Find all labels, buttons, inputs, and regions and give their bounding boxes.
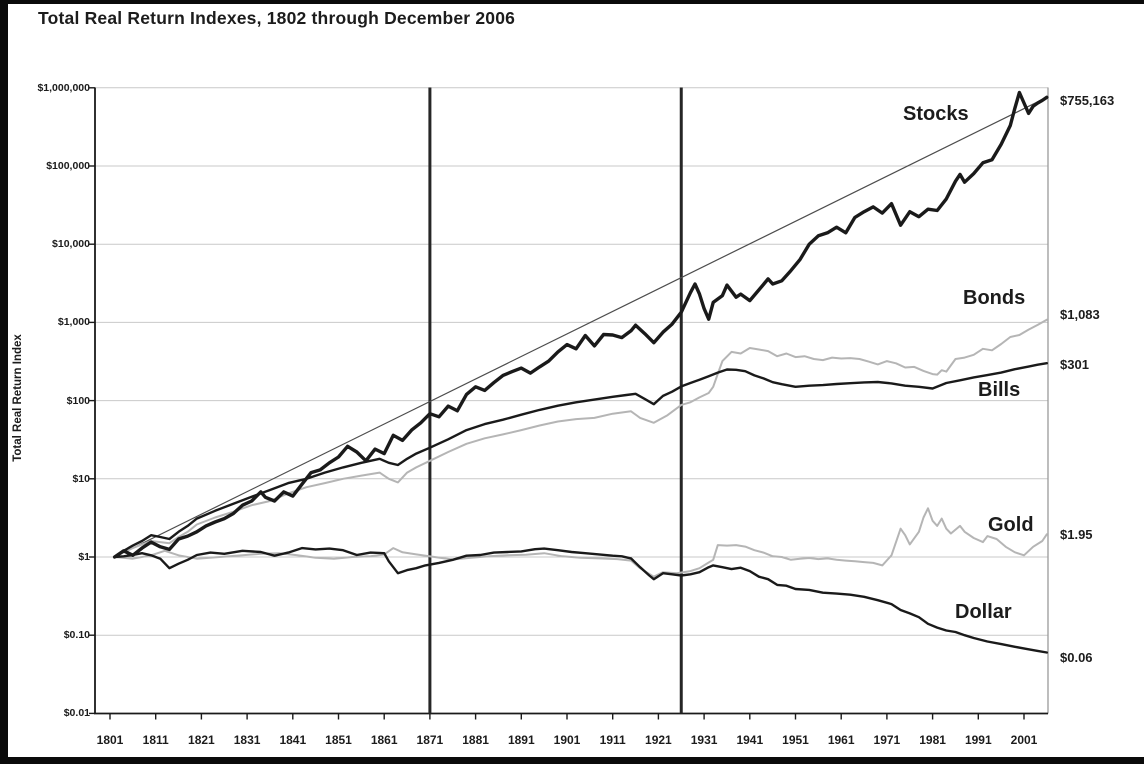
series-label-bonds: Bonds <box>963 287 1026 309</box>
series-label-gold: Gold <box>988 514 1034 536</box>
x-tick-label: 1881 <box>462 733 489 747</box>
x-tick-label: 1961 <box>827 733 855 747</box>
x-tick-label: 1851 <box>325 733 352 747</box>
series-label-dollar: Dollar <box>955 601 1012 623</box>
x-tick-label: 1831 <box>233 733 261 747</box>
y-tick-label: $0.01 <box>63 707 90 720</box>
series-line-stocks <box>112 90 1049 559</box>
x-tick-label: 1871 <box>416 733 444 747</box>
x-tick-label: 1841 <box>279 733 307 747</box>
end-value-stocks: $755,163 <box>1060 93 1115 108</box>
end-value-dollar: $0.06 <box>1060 650 1093 665</box>
x-tick-label: 1921 <box>645 733 672 747</box>
y-tick-label: $10,000 <box>52 238 90 251</box>
y-tick-label: $1,000,000 <box>37 81 90 94</box>
y-tick-label: $100,000 <box>46 160 90 172</box>
stocks-trendline <box>114 96 1048 558</box>
x-tick-label: 1861 <box>370 733 398 747</box>
series-line-bills <box>113 362 1049 559</box>
x-tick-label: 1911 <box>599 733 626 747</box>
x-tick-label: 1941 <box>736 733 764 747</box>
y-tick-label: $10 <box>72 472 90 485</box>
chart-title: Total Real Return Indexes, 1802 through … <box>38 8 516 28</box>
series-line-gold <box>113 507 1048 578</box>
x-tick-label: 1931 <box>690 733 718 747</box>
series-label-bills: Bills <box>978 379 1021 401</box>
x-tick-label: 1891 <box>507 733 535 747</box>
x-tick-label: 1991 <box>964 733 992 747</box>
series-line-bonds <box>113 318 1048 558</box>
x-tick-label: 2001 <box>1010 733 1038 747</box>
end-value-bonds: $1,083 <box>1060 307 1100 322</box>
page-edge-top <box>0 0 1144 4</box>
x-tick-label: 1901 <box>553 733 581 747</box>
y-tick-label: $0.10 <box>63 629 90 642</box>
page-edge-bottom <box>0 757 1144 764</box>
series-line-dollar <box>113 546 1049 654</box>
series-label-stocks: Stocks <box>903 103 969 125</box>
x-tick-label: 1811 <box>142 733 169 747</box>
end-value-bills: $301 <box>1060 357 1089 372</box>
x-tick-label: 1801 <box>96 733 124 747</box>
y-tick-label: $1,000 <box>57 316 90 329</box>
end-value-gold: $1.95 <box>1060 527 1093 542</box>
x-tick-label: 1971 <box>873 733 901 747</box>
x-tick-label: 1981 <box>919 733 946 747</box>
y-tick-label: $1 <box>78 551 90 563</box>
x-tick-label: 1951 <box>782 733 809 747</box>
x-tick-label: 1821 <box>188 733 215 747</box>
y-tick-label: $100 <box>66 394 90 407</box>
page-edge-left <box>0 0 8 764</box>
